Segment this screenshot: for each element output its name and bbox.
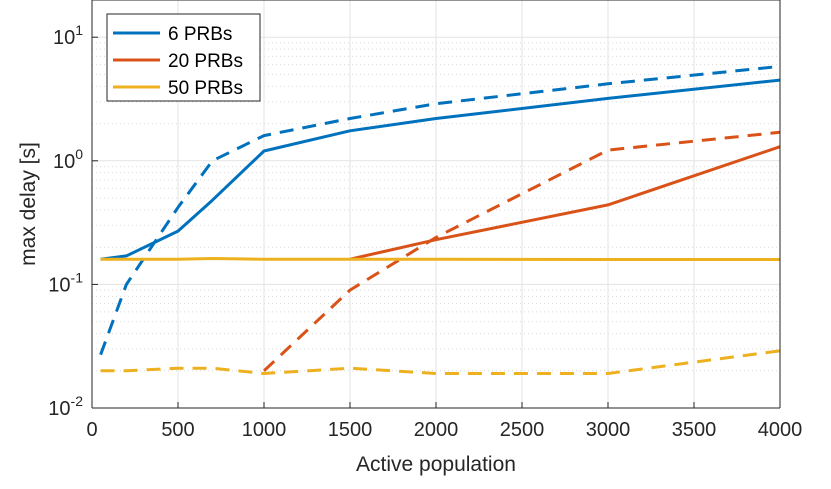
legend-label-6-prbs: 6 PRBs xyxy=(168,24,232,45)
x-tick-label: 4000 xyxy=(758,419,803,441)
y-tick-labels: 10-2 10-1 100 101 xyxy=(48,22,98,420)
y-tick-label: 10-2 xyxy=(48,393,83,420)
x-tick-label: 2500 xyxy=(500,419,545,441)
y-tick-label: 101 xyxy=(53,22,83,49)
series-line-prb50-solid xyxy=(100,257,780,261)
legend-label-50-prbs: 50 PRBs xyxy=(168,78,243,99)
x-tick-label: 3500 xyxy=(672,419,717,441)
x-tick-labels: 0 500 1000 1500 2000 2500 3000 3500 4000 xyxy=(86,402,802,441)
x-tick-label: 2000 xyxy=(414,419,459,441)
y-tick-label: 10-1 xyxy=(48,269,83,296)
series-layer xyxy=(99,64,781,375)
series-line-prb20-solid xyxy=(349,145,781,261)
x-tick-label: 500 xyxy=(161,419,194,441)
x-tick-label: 3000 xyxy=(586,419,631,441)
y-axis-title: max delay [s] xyxy=(17,142,40,266)
x-axis-title: Active population xyxy=(356,453,516,476)
x-tick-label: 1000 xyxy=(242,419,287,441)
series-line-prb50-dashed xyxy=(100,349,781,375)
series-line-prb20-dashed xyxy=(262,130,781,372)
x-tick-label: 0 xyxy=(86,419,97,441)
x-tick-label: 1500 xyxy=(328,419,373,441)
series-line-prb6-solid xyxy=(100,78,781,261)
legend-label-20-prbs: 20 PRBs xyxy=(168,51,243,72)
y-tick-label: 100 xyxy=(53,146,83,173)
legend: 6 PRBs 20 PRBs 50 PRBs xyxy=(106,13,261,102)
